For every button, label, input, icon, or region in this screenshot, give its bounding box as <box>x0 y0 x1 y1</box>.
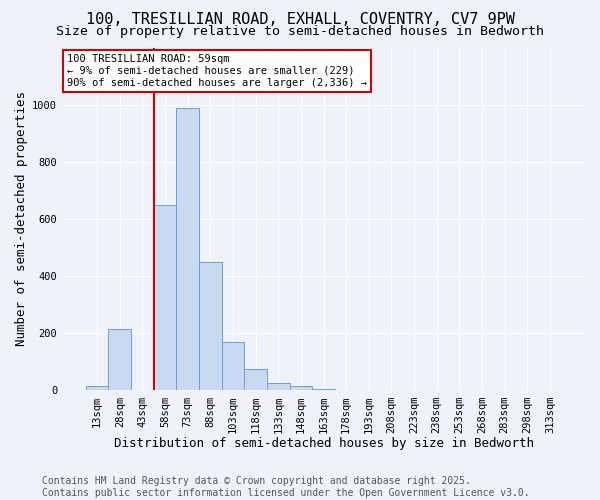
Text: Contains HM Land Registry data © Crown copyright and database right 2025.
Contai: Contains HM Land Registry data © Crown c… <box>42 476 530 498</box>
Bar <box>86 386 109 390</box>
Bar <box>267 384 290 390</box>
Bar <box>244 369 267 390</box>
Bar <box>290 386 312 390</box>
Bar <box>109 329 131 390</box>
Bar <box>154 204 176 390</box>
Bar <box>176 108 199 391</box>
Y-axis label: Number of semi-detached properties: Number of semi-detached properties <box>15 92 28 346</box>
Text: 100 TRESILLIAN ROAD: 59sqm
← 9% of semi-detached houses are smaller (229)
90% of: 100 TRESILLIAN ROAD: 59sqm ← 9% of semi-… <box>67 54 367 88</box>
Bar <box>221 342 244 390</box>
Bar <box>199 262 221 390</box>
Text: Size of property relative to semi-detached houses in Bedworth: Size of property relative to semi-detach… <box>56 25 544 38</box>
Bar <box>312 389 335 390</box>
X-axis label: Distribution of semi-detached houses by size in Bedworth: Distribution of semi-detached houses by … <box>113 437 533 450</box>
Text: 100, TRESILLIAN ROAD, EXHALL, COVENTRY, CV7 9PW: 100, TRESILLIAN ROAD, EXHALL, COVENTRY, … <box>86 12 514 28</box>
